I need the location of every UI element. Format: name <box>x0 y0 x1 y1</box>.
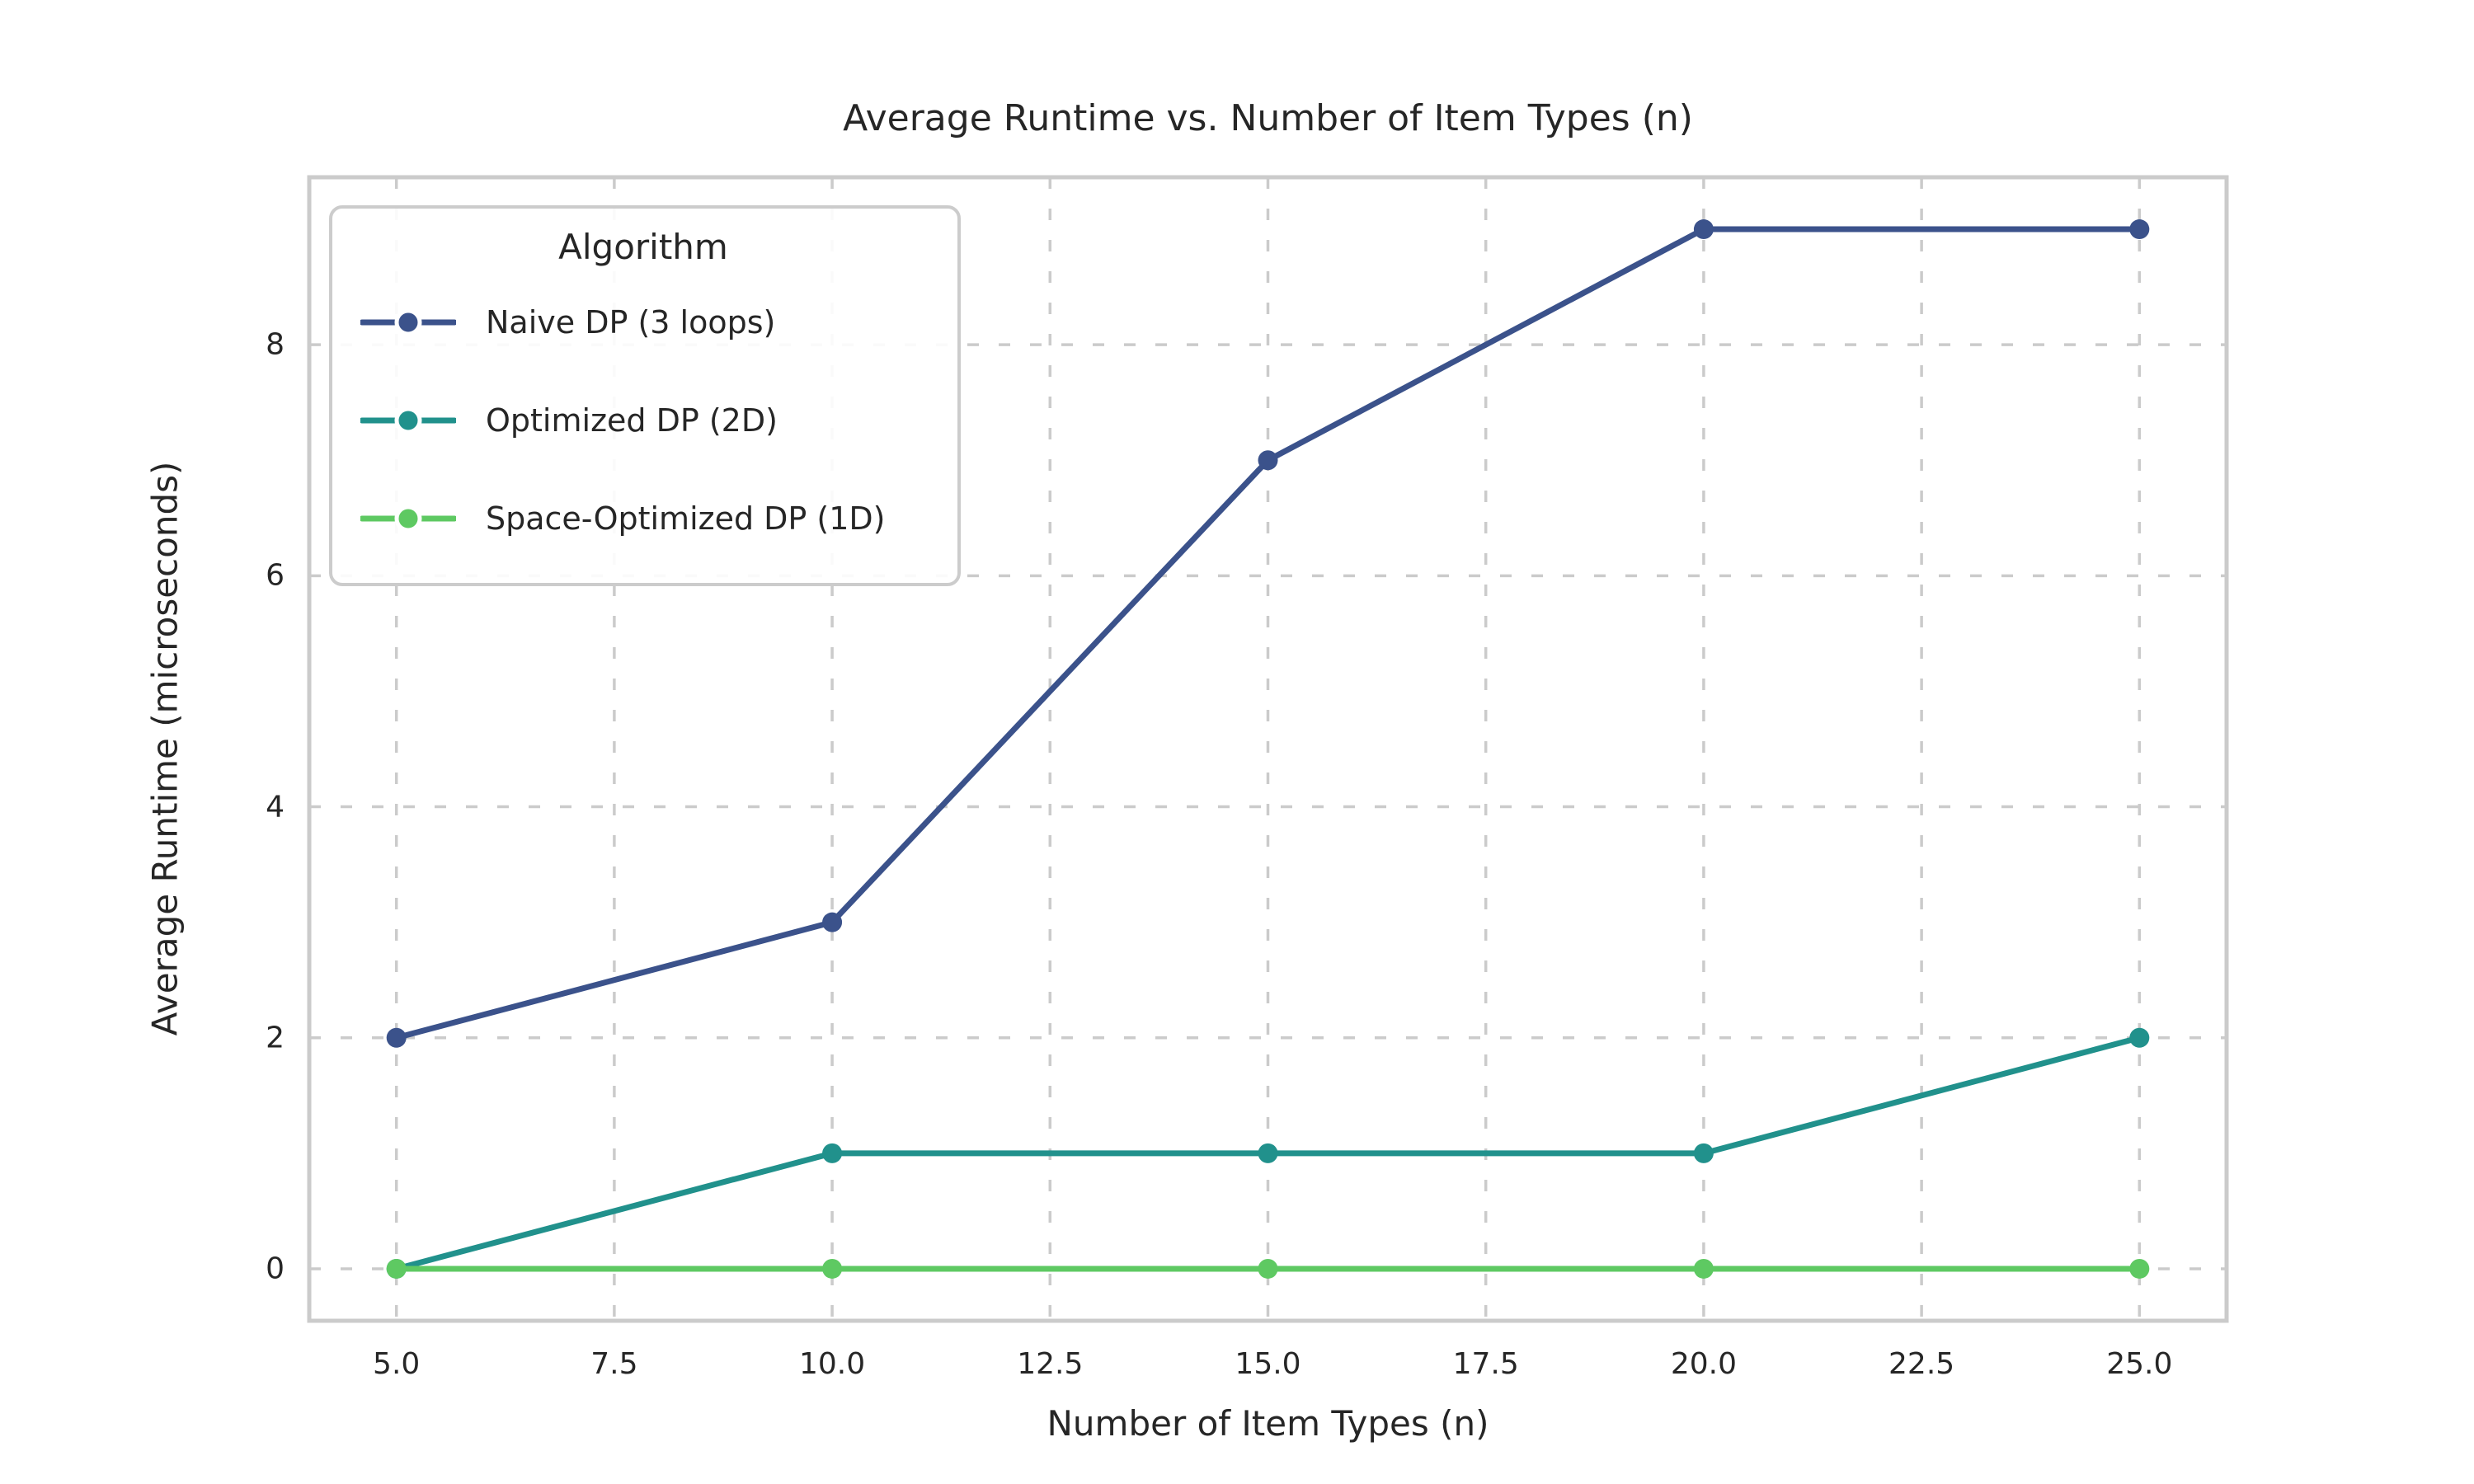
y-axis-label: Average Runtime (microseconds) <box>144 461 186 1036</box>
data-point-marker <box>386 1258 407 1279</box>
legend-item-label: Optimized DP (2D) <box>486 402 778 439</box>
x-tick-label: 20.0 <box>1670 1347 1737 1381</box>
data-point-marker <box>1693 1143 1714 1163</box>
legend-line-marker-swatch <box>360 308 456 336</box>
x-tick-label: 10.0 <box>799 1347 866 1381</box>
legend-items: Naive DP (3 loops) Optimized DP (2D) Space… <box>349 273 938 568</box>
plot-border <box>307 175 2229 1323</box>
x-tick-label: 22.5 <box>1888 1347 1955 1381</box>
data-point-marker <box>2129 219 2150 240</box>
x-tick-label: 7.5 <box>590 1347 638 1381</box>
legend-item: Optimized DP (2D) <box>349 402 938 439</box>
x-tick-label: 5.0 <box>373 1347 421 1381</box>
data-point-marker <box>822 1143 843 1163</box>
data-point-marker <box>1693 1258 1714 1279</box>
legend-item: Naive DP (3 loops) <box>349 304 938 340</box>
data-point-marker <box>1693 219 1714 240</box>
x-axis-label: Number of Item Types (n) <box>1047 1403 1489 1444</box>
x-tick-label: 15.0 <box>1235 1347 1301 1381</box>
data-point-marker <box>386 1027 407 1048</box>
legend: Algorithm Naive DP (3 loops) Optimized DP… <box>329 205 961 586</box>
y-tick-label: 2 <box>266 1021 285 1055</box>
data-point-marker <box>2129 1027 2150 1048</box>
data-point-marker <box>822 912 843 932</box>
legend-line-marker-swatch <box>360 406 456 434</box>
legend-item-label: Space-Optimized DP (1D) <box>486 500 886 538</box>
legend-item-label: Naive DP (3 loops) <box>486 303 776 340</box>
y-tick-label: 6 <box>266 558 285 593</box>
x-tick-label: 12.5 <box>1017 1347 1084 1381</box>
x-tick-label: 25.0 <box>2106 1347 2173 1381</box>
data-point-marker <box>1258 450 1278 471</box>
chart-title: Average Runtime vs. Number of Item Types… <box>843 97 1693 139</box>
y-tick-label: 0 <box>266 1252 285 1286</box>
data-point-marker <box>2129 1258 2150 1279</box>
y-tick-label: 8 <box>266 327 285 362</box>
data-point-marker <box>1258 1258 1278 1279</box>
x-tick-label: 17.5 <box>1452 1347 1519 1381</box>
legend-title: Algorithm <box>558 227 728 267</box>
data-point-marker <box>822 1258 843 1279</box>
legend-item: Space-Optimized DP (1D) <box>349 500 938 537</box>
y-tick-label: 4 <box>266 790 285 824</box>
data-point-marker <box>1258 1143 1278 1163</box>
legend-line-marker-swatch <box>360 505 456 533</box>
